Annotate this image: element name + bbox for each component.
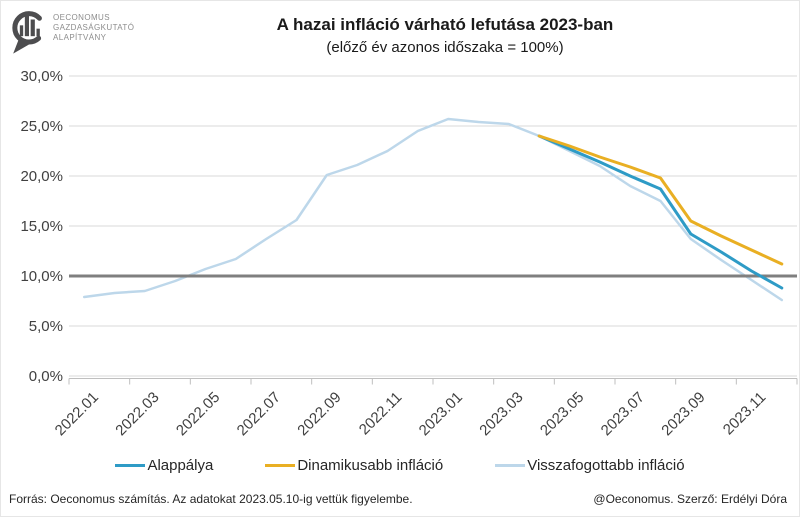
author-note: @Oeconomus. Szerző: Erdélyi Dóra (593, 492, 787, 506)
legend-swatch-visszafogottabb (495, 464, 526, 467)
legend-item-visszafogottabb: Visszafogottabb infláció (495, 457, 685, 474)
legend-label-alappalya: Alappálya (147, 457, 214, 474)
svg-text:2023.01: 2023.01 (416, 389, 466, 439)
legend-item-alappalya: Alappálya (115, 457, 213, 474)
oeconomus-logo-icon (12, 11, 46, 54)
svg-text:2023.03: 2023.03 (476, 389, 526, 439)
svg-text:25,0%: 25,0% (20, 118, 63, 135)
svg-text:15,0%: 15,0% (20, 218, 63, 235)
svg-text:2023.05: 2023.05 (537, 389, 587, 439)
source-note: Forrás: Oeconomus számítás. Az adatokat … (9, 492, 413, 506)
logo-line-2: GAZDASÁGKUTATÓ (53, 23, 135, 32)
svg-text:0,0%: 0,0% (29, 368, 63, 385)
svg-text:2023.11: 2023.11 (720, 389, 770, 439)
legend-label-visszafogottabb: Visszafogottabb infláció (527, 457, 685, 474)
svg-text:30,0%: 30,0% (20, 68, 63, 85)
svg-text:2022.07: 2022.07 (234, 389, 284, 439)
legend-swatch-dinamikusabb (265, 464, 296, 467)
svg-text:2022.05: 2022.05 (173, 389, 223, 439)
svg-text:5,0%: 5,0% (29, 318, 63, 335)
svg-text:2022.03: 2022.03 (112, 389, 162, 439)
svg-text:2022.09: 2022.09 (294, 389, 344, 439)
chart-legend: Alappálya Dinamikusabb infláció Visszafo… (1, 457, 799, 474)
legend-label-dinamikusabb: Dinamikusabb infláció (297, 457, 444, 474)
svg-text:20,0%: 20,0% (20, 168, 63, 185)
svg-text:2022.11: 2022.11 (356, 389, 406, 439)
svg-text:2023.09: 2023.09 (658, 389, 708, 439)
oeconomus-logo-text: OECONOMUS GAZDASÁGKUTATÓ ALAPÍTVÁNY (53, 13, 134, 43)
legend-swatch-alappalya (115, 464, 146, 467)
svg-text:2023.07: 2023.07 (598, 389, 648, 439)
oeconomus-logo: OECONOMUS GAZDASÁGKUTATÓ ALAPÍTVÁNY (9, 7, 134, 57)
logo-line-1: OECONOMUS (53, 13, 110, 22)
inflation-line-chart: 0,0% 5,0% 10,0% 15,0% 20,0% 25,0% 30,0% 2022.01… (20, 68, 798, 439)
svg-text:2022.01: 2022.01 (52, 389, 102, 439)
svg-text:10,0%: 10,0% (20, 268, 63, 285)
legend-item-dinamikusabb: Dinamikusabb infláció (265, 457, 443, 474)
chart-title: A hazai infláció várható lefutása 2023-b… (276, 15, 614, 34)
logo-line-3: ALAPÍTVÁNY (53, 33, 107, 42)
chart-subtitle: (előző év azonos időszaka = 100%) (326, 39, 564, 56)
